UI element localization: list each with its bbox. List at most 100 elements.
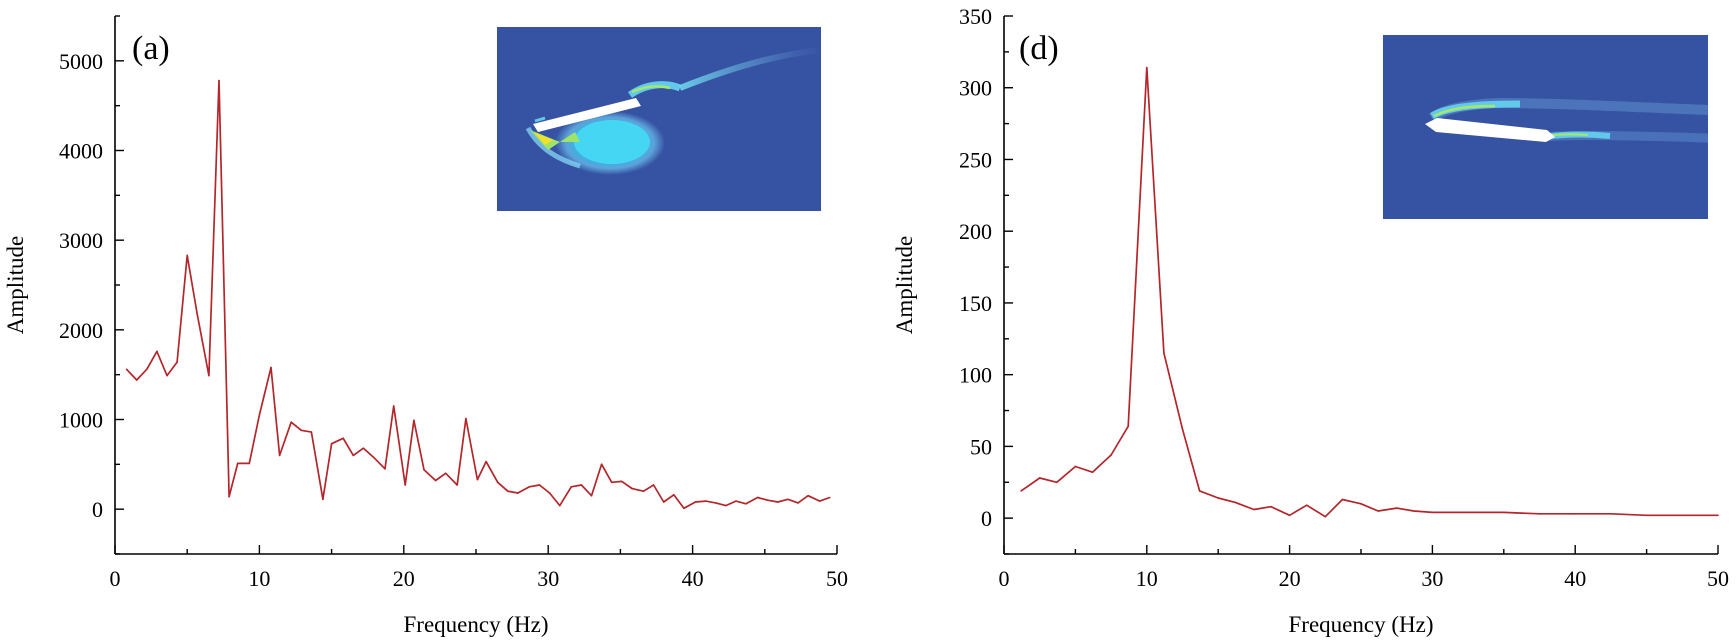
data-point-d xyxy=(1574,513,1576,515)
chart-panel-a: 0 10 20 30 40 50 0 1000 2000 3000 4000 5000 Frequenc… xyxy=(3,15,848,637)
data-point-d xyxy=(1217,497,1219,499)
data-point-d xyxy=(1377,510,1379,512)
data-point-a xyxy=(642,490,645,493)
data-point-a xyxy=(683,507,685,510)
data-point-a xyxy=(236,462,239,465)
x-tick-label-a: 40 xyxy=(682,566,704,591)
series-line-d xyxy=(1020,66,1718,518)
y-tick-label-d: 0 xyxy=(981,506,992,531)
data-point-a xyxy=(517,492,519,494)
data-point-d xyxy=(1305,504,1308,507)
plot-area-d: 0 10 20 30 40 50 0 50 100 150 200 250 300 350 Frequenc… xyxy=(892,4,1729,637)
data-point-a xyxy=(580,484,583,486)
data-point-a xyxy=(590,494,593,497)
data-point-a xyxy=(776,501,779,503)
data-point-a xyxy=(362,447,365,449)
y-axis-title-a: Amplitude xyxy=(3,236,28,334)
data-point-d xyxy=(1020,490,1022,492)
data-point-a xyxy=(145,368,148,371)
data-point-a xyxy=(673,494,675,496)
data-point-a xyxy=(434,479,437,482)
data-point-d xyxy=(1341,498,1344,501)
data-point-a xyxy=(196,313,199,316)
data-point-a xyxy=(404,484,407,486)
data-point-a xyxy=(818,500,821,502)
data-point-a xyxy=(444,472,447,475)
x-tick-label-d: 40 xyxy=(1564,566,1586,591)
vorticity-contour-inset-d xyxy=(1383,35,1709,219)
data-point-a xyxy=(570,485,573,488)
vorticity-contour-inset-a xyxy=(497,27,822,211)
data-point-a xyxy=(496,481,499,484)
y-tick-label-d: 100 xyxy=(959,363,992,388)
data-point-a xyxy=(756,496,759,499)
data-point-a xyxy=(745,502,747,505)
data-point-a xyxy=(797,502,799,504)
x-tick-label-d: 50 xyxy=(1707,566,1729,591)
data-point-a xyxy=(310,431,313,433)
data-point-d xyxy=(1467,511,1469,514)
data-point-a xyxy=(714,502,717,504)
data-point-a xyxy=(135,379,138,381)
data-point-a xyxy=(807,494,809,497)
chart-panel-d: 0 10 20 30 40 50 0 50 100 150 200 250 300 350 Frequenc… xyxy=(892,4,1729,637)
data-point-a xyxy=(176,361,178,363)
data-point-a xyxy=(600,463,603,466)
data-point-a xyxy=(186,254,188,257)
data-point-a xyxy=(413,419,415,422)
data-point-a xyxy=(528,485,531,488)
data-point-a xyxy=(342,437,344,440)
data-point-a xyxy=(766,499,769,502)
data-point-a xyxy=(208,374,210,377)
data-point-a xyxy=(300,429,303,432)
data-point-a xyxy=(352,454,355,457)
data-point-d xyxy=(1234,501,1237,504)
data-point-a xyxy=(610,481,613,484)
data-point-d xyxy=(1288,514,1291,517)
data-point-a xyxy=(392,405,395,407)
data-point-a xyxy=(506,490,509,493)
data-point-d xyxy=(1645,514,1648,517)
data-point-a xyxy=(456,484,459,486)
x-axis-title-d: Frequency (Hz) xyxy=(1289,612,1434,637)
x-tick-label-d: 30 xyxy=(1421,566,1443,591)
data-point-a xyxy=(423,468,425,471)
data-point-d xyxy=(1431,511,1434,514)
data-point-a xyxy=(725,504,727,507)
y-tick-label-d: 350 xyxy=(959,4,992,29)
y-tick-label-d: 200 xyxy=(959,219,992,244)
data-point-d xyxy=(1074,465,1077,468)
x-tick-label-d: 0 xyxy=(999,566,1010,591)
y-axis-title-d: Amplitude xyxy=(892,236,917,334)
data-point-a xyxy=(156,350,158,353)
x-axis-title-a: Frequency (Hz) xyxy=(404,612,549,637)
data-point-d xyxy=(1181,428,1184,430)
data-point-a xyxy=(735,500,737,502)
data-point-a xyxy=(787,498,789,501)
data-point-a xyxy=(548,492,551,494)
data-point-a xyxy=(465,417,467,420)
data-point-d xyxy=(1360,502,1362,505)
x-tick-label-a: 20 xyxy=(393,566,415,591)
data-point-d xyxy=(1127,425,1130,428)
data-point-a xyxy=(278,454,281,457)
data-point-d xyxy=(1056,481,1058,484)
data-point-d xyxy=(1110,454,1112,456)
plot-area-a: 0 10 20 30 40 50 0 1000 2000 3000 4000 5000 Frequenc… xyxy=(3,15,848,637)
y-tick-label-a: 3000 xyxy=(59,228,103,253)
y-tick-label-d: 250 xyxy=(959,147,992,172)
y-tick-label-a: 1000 xyxy=(59,408,103,433)
x-tick-label-a: 0 xyxy=(110,566,121,591)
data-point-a xyxy=(476,478,479,481)
data-point-a xyxy=(372,456,375,458)
data-point-a xyxy=(485,460,487,463)
y-tick-label-d: 150 xyxy=(959,291,992,316)
data-point-d xyxy=(1503,511,1505,514)
data-point-d xyxy=(1038,477,1041,479)
data-point-a xyxy=(558,504,561,507)
y-tick-label-a: 2000 xyxy=(59,318,103,343)
data-point-a xyxy=(694,501,697,503)
data-point-d xyxy=(1717,514,1719,517)
data-point-a xyxy=(704,500,707,502)
